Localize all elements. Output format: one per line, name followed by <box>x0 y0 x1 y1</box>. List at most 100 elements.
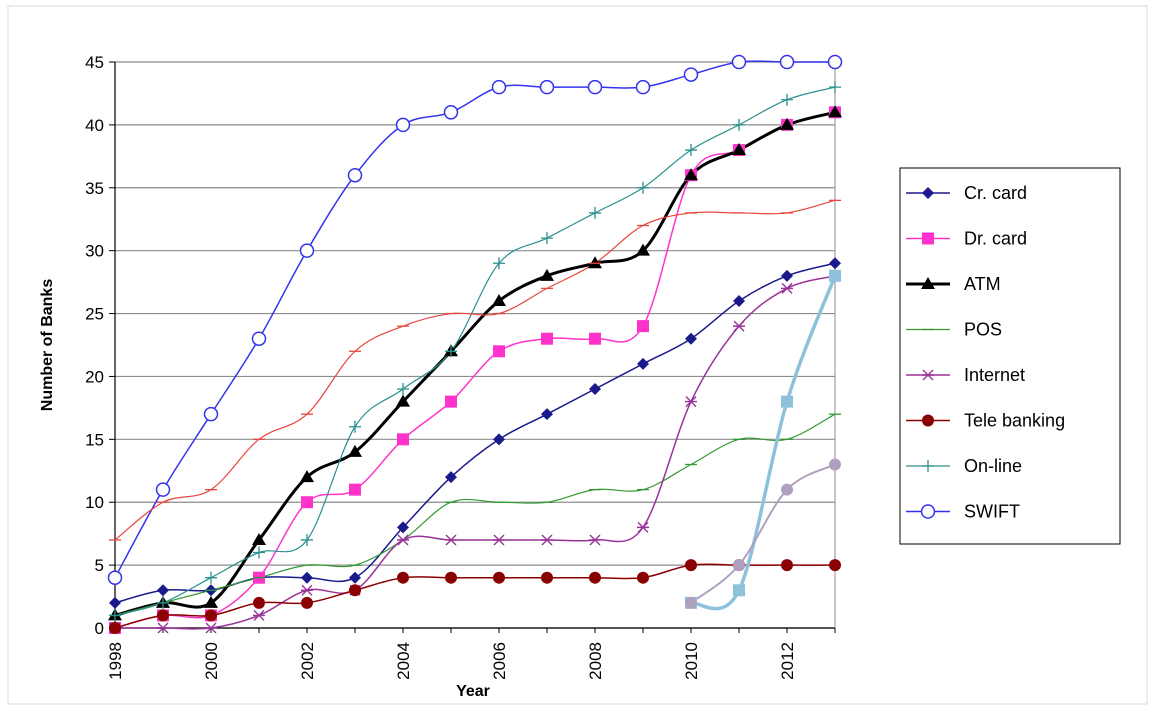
data-point <box>635 79 651 95</box>
legend-marker <box>922 232 934 245</box>
data-point <box>731 54 747 70</box>
data-point <box>685 559 697 572</box>
data-point <box>445 345 457 358</box>
x-tick-label: 2006 <box>490 642 509 680</box>
data-point <box>204 595 218 608</box>
data-point <box>157 596 169 609</box>
data-point <box>637 521 649 533</box>
data-point <box>779 54 795 70</box>
data-point <box>589 383 601 396</box>
series-line-3 <box>114 413 836 617</box>
data-point <box>827 54 843 70</box>
data-point <box>301 596 313 609</box>
data-point <box>301 584 313 596</box>
data-point <box>443 105 459 120</box>
legend-label: Dr. card <box>964 229 1027 249</box>
data-point <box>541 534 553 546</box>
data-point <box>829 257 841 270</box>
data-point <box>157 622 169 634</box>
data-point <box>109 609 121 622</box>
data-point <box>780 117 794 130</box>
data-point <box>541 232 553 245</box>
data-point <box>733 118 745 131</box>
data-point <box>157 584 169 597</box>
y-tick-label: 5 <box>95 556 104 575</box>
data-point <box>829 269 841 282</box>
data-point <box>781 395 793 408</box>
legend-marker <box>922 460 934 472</box>
x-tick-label: 2010 <box>682 642 701 680</box>
series-lines <box>113 60 837 630</box>
y-tick-label: 40 <box>85 116 104 135</box>
data-point <box>299 243 315 258</box>
y-tick-label: 35 <box>85 179 104 198</box>
series-line-5 <box>114 563 836 629</box>
data-point <box>733 559 745 572</box>
x-tick-labels: 1998 2000 2002 2004 2006 2008 2010 2012 <box>106 642 797 680</box>
data-point <box>733 294 745 307</box>
y-tick-label: 20 <box>85 367 104 386</box>
data-point <box>829 559 841 572</box>
legend-label: Internet <box>964 365 1025 385</box>
x-tick-label: 1998 <box>106 642 125 680</box>
data-point <box>732 143 746 156</box>
data-point <box>253 596 265 609</box>
data-point <box>397 383 409 396</box>
data-point <box>493 257 505 270</box>
y-tick-label: 45 <box>85 53 104 72</box>
y-tick-label: 0 <box>95 619 104 638</box>
data-point <box>589 571 601 584</box>
data-point <box>781 93 793 106</box>
series-line-10 <box>690 463 836 604</box>
data-point <box>540 268 554 281</box>
legend-label: Tele banking <box>964 411 1065 431</box>
data-point <box>541 408 553 421</box>
legend-label: SWIFT <box>964 502 1020 522</box>
legend: Cr. card Dr. card ATM POS Internet Tele banki… <box>899 167 1121 545</box>
data-point <box>733 584 745 597</box>
legend-label: POS <box>964 320 1002 340</box>
data-point <box>828 105 842 118</box>
series-line-1 <box>114 111 836 629</box>
legend-label: Cr. card <box>964 183 1027 203</box>
data-point <box>252 532 266 545</box>
legend-marker <box>922 187 934 199</box>
legend-label: ATM <box>964 274 1001 294</box>
data-point <box>349 483 361 496</box>
data-point <box>637 357 649 370</box>
data-point <box>637 320 649 333</box>
data-point <box>445 571 457 584</box>
x-axis-title: Year <box>456 683 490 700</box>
x-tick-label: 2012 <box>778 642 797 680</box>
data-point <box>685 596 697 609</box>
data-point <box>397 571 409 584</box>
data-point <box>397 521 409 534</box>
data-point <box>107 570 123 585</box>
data-point <box>301 496 313 509</box>
data-point <box>637 181 649 194</box>
data-point <box>203 406 219 422</box>
data-point <box>445 395 457 408</box>
data-point <box>493 571 505 584</box>
data-point <box>109 622 121 634</box>
data-point <box>829 81 841 94</box>
data-point <box>347 167 363 183</box>
data-point <box>493 345 505 358</box>
data-point <box>829 458 841 471</box>
data-point <box>587 79 603 95</box>
data-point <box>395 117 411 133</box>
series-line-2 <box>113 110 837 617</box>
series-line-9 <box>689 274 837 611</box>
data-point <box>493 433 505 446</box>
data-point <box>349 571 361 584</box>
series-markers <box>107 54 843 634</box>
legend-label: On-line <box>964 456 1022 476</box>
y-tick-label: 10 <box>85 493 104 512</box>
data-point <box>683 67 699 82</box>
data-point <box>685 396 697 408</box>
data-point <box>589 332 601 345</box>
data-point <box>349 584 361 597</box>
data-point <box>155 482 171 497</box>
data-point <box>685 332 697 345</box>
y-axis-title: Number of Banks <box>39 279 56 412</box>
